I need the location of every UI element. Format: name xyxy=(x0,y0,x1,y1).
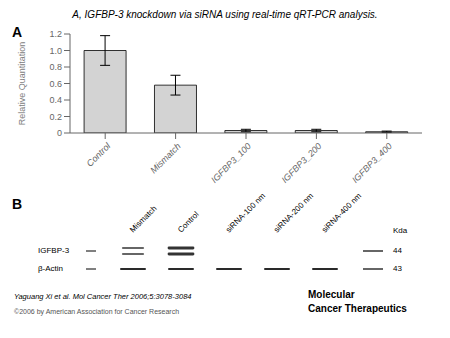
svg-text:Relative Quantitation: Relative Quantitation xyxy=(17,42,27,126)
svg-text:siRNA-400 nm: siRNA-400 nm xyxy=(320,193,363,234)
svg-text:0.6: 0.6 xyxy=(49,79,62,89)
svg-text:IGFBP3_100: IGFBP3_100 xyxy=(209,141,253,185)
svg-text:siRNA-200 nm: siRNA-200 nm xyxy=(272,193,315,234)
svg-text:0.2: 0.2 xyxy=(49,112,62,122)
svg-text:B: B xyxy=(12,196,22,212)
svg-text:44: 44 xyxy=(393,246,402,255)
svg-text:Control: Control xyxy=(85,140,113,168)
html-text:A: A xyxy=(12,24,23,40)
svg-text:IGFBP-3: IGFBP-3 xyxy=(38,246,70,255)
html-text:Molecular: Molecular xyxy=(308,289,355,300)
svg-text:Kda: Kda xyxy=(393,226,408,235)
svg-text:0: 0 xyxy=(57,128,62,138)
html-text:A, IGFBP-3 knockdown via siRNA: A, IGFBP-3 knockdown via siRNA using rea… xyxy=(72,9,378,20)
svg-text:43: 43 xyxy=(393,264,402,273)
svg-text:Control: Control xyxy=(176,210,201,235)
svg-text:Mismatch: Mismatch xyxy=(128,204,159,235)
svg-text:Mismatch: Mismatch xyxy=(148,141,182,175)
svg-text:0.8: 0.8 xyxy=(49,62,62,72)
svg-text:1.0: 1.0 xyxy=(49,46,62,56)
svg-text:siRNA-100 nm: siRNA-100 nm xyxy=(224,193,267,234)
svg-text:1.2: 1.2 xyxy=(49,29,62,39)
svg-text:β-Actin: β-Actin xyxy=(38,264,63,273)
svg-text:0.4: 0.4 xyxy=(49,95,62,105)
svg-text:IGFBP3_200: IGFBP3_200 xyxy=(280,141,324,185)
html-text:Cancer Therapeutics: Cancer Therapeutics xyxy=(308,303,407,314)
html-text:Yaguang Xi et al. Mol Cancer T: Yaguang Xi et al. Mol Cancer Ther 2006;5… xyxy=(14,292,192,301)
svg-text:IGFBP3_400: IGFBP3_400 xyxy=(350,141,394,185)
html-text:©2006 by American Association: ©2006 by American Association for Cancer… xyxy=(14,308,180,315)
